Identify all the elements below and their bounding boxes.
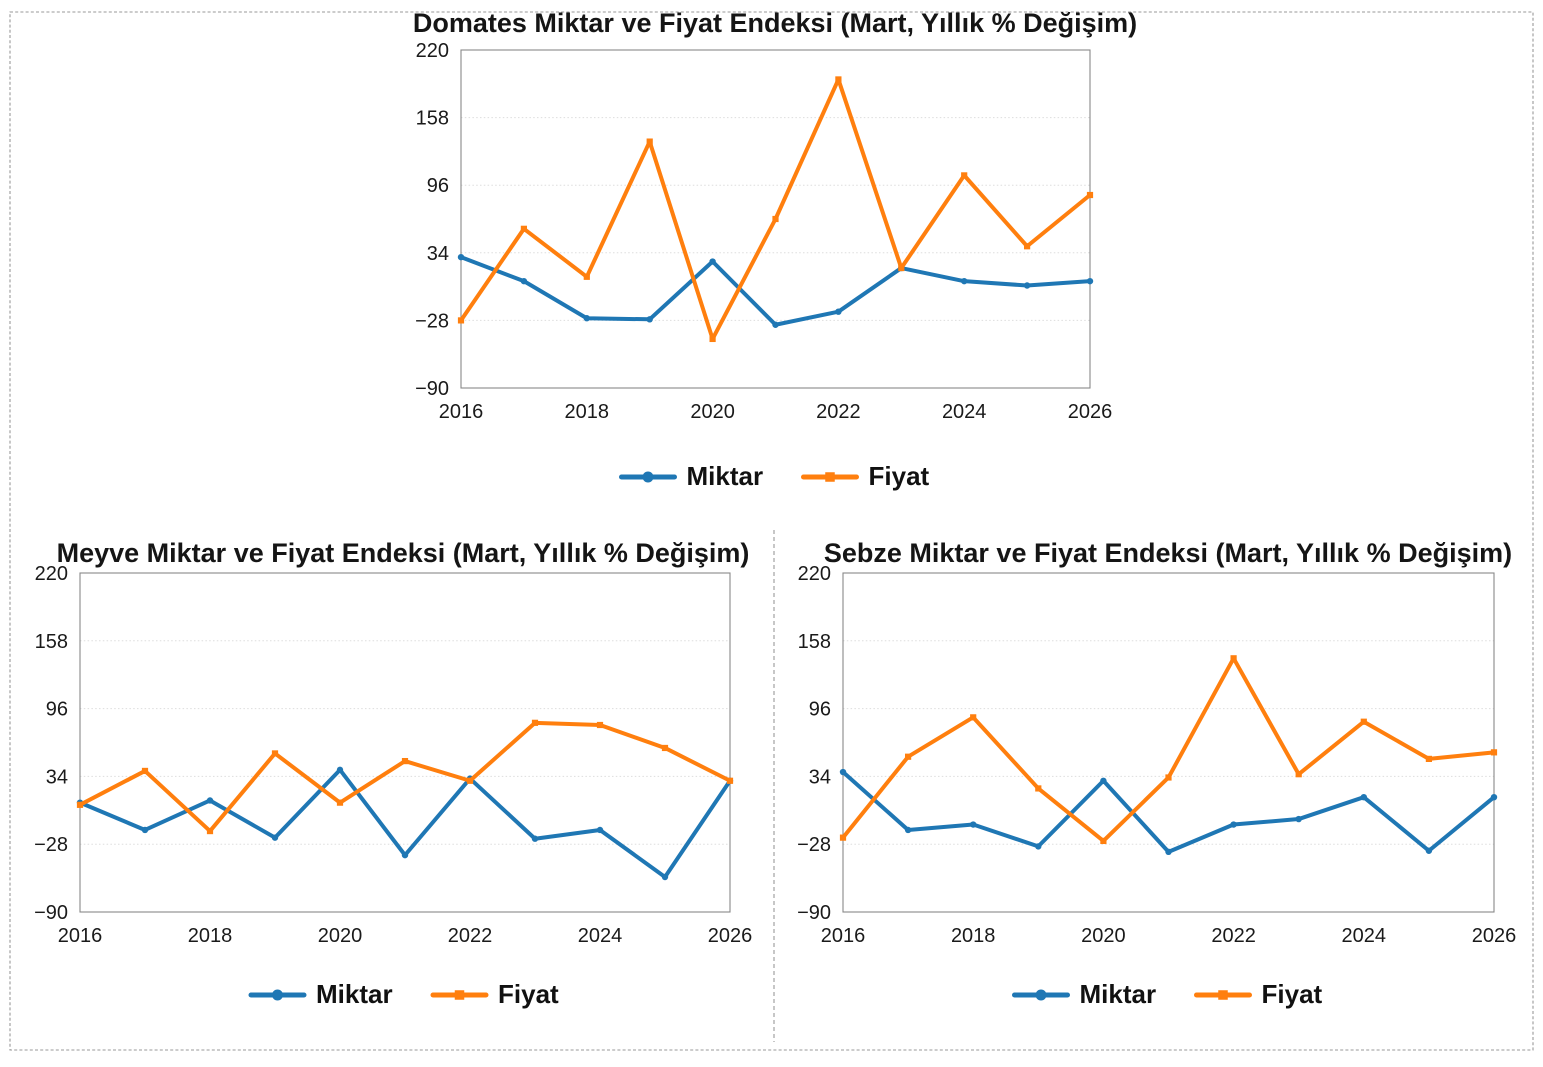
svg-text:−90: −90	[797, 902, 831, 924]
svg-text:Fiyat: Fiyat	[498, 979, 559, 1009]
svg-text:220: 220	[35, 563, 68, 585]
svg-text:−28: −28	[415, 310, 449, 332]
svg-text:Miktar: Miktar	[1080, 979, 1157, 1009]
svg-text:−28: −28	[797, 834, 831, 856]
svg-text:Miktar: Miktar	[316, 979, 393, 1009]
svg-text:2026: 2026	[1472, 925, 1517, 947]
svg-text:2018: 2018	[565, 401, 610, 423]
svg-text:2024: 2024	[578, 925, 623, 947]
svg-text:2022: 2022	[1211, 925, 1256, 947]
svg-text:220: 220	[416, 40, 449, 62]
svg-text:Sebze Miktar ve Fiyat Endeksi: Sebze Miktar ve Fiyat Endeksi (Mart, Yıl…	[824, 538, 1512, 568]
svg-text:96: 96	[427, 175, 449, 197]
svg-text:96: 96	[46, 699, 68, 721]
svg-text:2020: 2020	[318, 925, 363, 947]
svg-text:Domates Miktar ve Fiyat Endeks: Domates Miktar ve Fiyat Endeksi (Mart, Y…	[413, 8, 1137, 38]
svg-text:2020: 2020	[1081, 925, 1126, 947]
svg-text:2024: 2024	[942, 401, 987, 423]
svg-text:−90: −90	[34, 902, 68, 924]
svg-text:34: 34	[427, 243, 449, 265]
svg-text:2024: 2024	[1342, 925, 1387, 947]
svg-text:158: 158	[416, 108, 449, 130]
svg-text:Fiyat: Fiyat	[869, 461, 930, 491]
svg-text:2016: 2016	[439, 401, 484, 423]
svg-text:2026: 2026	[708, 925, 753, 947]
svg-text:96: 96	[809, 699, 831, 721]
svg-text:Meyve Miktar ve Fiyat Endeksi: Meyve Miktar ve Fiyat Endeksi (Mart, Yıl…	[57, 538, 750, 568]
svg-text:Fiyat: Fiyat	[1262, 979, 1323, 1009]
svg-text:2020: 2020	[690, 401, 735, 423]
svg-text:−28: −28	[34, 834, 68, 856]
svg-text:Miktar: Miktar	[687, 461, 764, 491]
svg-text:2022: 2022	[448, 925, 493, 947]
svg-text:2018: 2018	[951, 925, 996, 947]
svg-text:2018: 2018	[188, 925, 233, 947]
svg-text:158: 158	[798, 631, 831, 653]
svg-text:2016: 2016	[821, 925, 866, 947]
svg-text:2026: 2026	[1068, 401, 1113, 423]
svg-text:34: 34	[46, 766, 68, 788]
svg-text:−90: −90	[415, 378, 449, 400]
svg-text:2016: 2016	[58, 925, 103, 947]
svg-text:2022: 2022	[816, 401, 861, 423]
svg-text:158: 158	[35, 631, 68, 653]
svg-text:220: 220	[798, 563, 831, 585]
svg-text:34: 34	[809, 766, 831, 788]
